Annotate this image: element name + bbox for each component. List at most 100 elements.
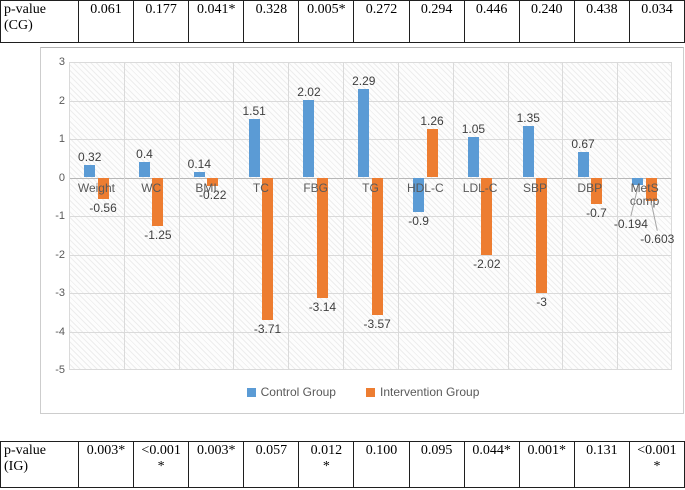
gridline-x — [453, 62, 454, 370]
bar-intervention-group-tg — [371, 177, 383, 315]
p-value-ig-cell: <0.001 * — [629, 442, 685, 488]
data-label: -3.57 — [363, 316, 391, 331]
data-label: 0.32 — [78, 150, 102, 165]
data-label: 2.29 — [352, 74, 376, 89]
p-value-cg-cell: 0.041* — [189, 1, 245, 43]
gridline-y-1 — [69, 139, 672, 140]
gridline-y-2 — [69, 101, 672, 102]
gridline-y--1 — [69, 216, 672, 217]
data-label: 1.51 — [242, 104, 266, 119]
data-label: 2.02 — [297, 84, 321, 99]
gridline-y--4 — [69, 332, 672, 333]
bar-intervention-group-mets-comp — [645, 177, 657, 201]
p-value-ig-cell: 0.044* — [464, 442, 520, 488]
legend-item-control-group: Control Group — [246, 385, 336, 399]
gridline-x — [288, 62, 289, 370]
bar-control-group-tg — [358, 89, 370, 178]
p-value-cg-cell: 0.240 — [519, 1, 575, 43]
bar-intervention-group-hdl-c — [426, 128, 438, 178]
category-label-tc: TC — [252, 180, 269, 195]
data-label: -0.194 — [613, 216, 648, 231]
legend-swatch-icon — [246, 387, 256, 397]
category-label-fbg: FBG — [303, 180, 328, 195]
gridline-y--2 — [69, 255, 672, 256]
data-label: -1.25 — [144, 227, 172, 242]
bar-control-group-wc — [139, 162, 151, 178]
p-value-cg-cell: 0.034 — [629, 1, 685, 43]
category-label-wc: WC — [141, 180, 162, 195]
data-label: 1.05 — [461, 122, 486, 137]
category-label-hdl-c: HDL-C — [406, 180, 444, 195]
p-value-ig-cell: 0.131 — [574, 442, 630, 488]
p-value-ig-header: p-value (IG) — [1, 442, 79, 488]
legend-label: Control Group — [260, 385, 336, 399]
gridline-x — [233, 62, 234, 370]
p-value-cg-cell: 0.005* — [299, 1, 355, 43]
p-value-cg-cell: 0.438 — [574, 1, 630, 43]
data-label: -0.9 — [408, 214, 429, 229]
y-axis-tick: 3 — [58, 56, 65, 68]
y-axis-tick: -5 — [55, 364, 65, 376]
bar-control-group-ldl-c — [467, 137, 479, 178]
p-value-ig-cell: <0.001 * — [134, 442, 190, 488]
bar-intervention-group-tc — [262, 177, 274, 321]
bar-intervention-group-sbp — [536, 177, 548, 293]
bar-control-group-mets-comp — [632, 177, 644, 185]
p-value-ig-table: p-value (IG) 0.003* <0.001 * 0.003* 0.057 0.0… — [0, 441, 685, 488]
p-value-cg-cell: 0.446 — [464, 1, 520, 43]
p-value-ig-cell: 0.003* — [79, 442, 135, 488]
category-label-weight: Weight — [77, 180, 115, 195]
gridline-y--3 — [69, 293, 672, 294]
data-label: -2.02 — [473, 257, 501, 272]
bar-control-group-tc — [248, 119, 260, 178]
data-label: -0.22 — [199, 187, 227, 202]
y-axis-tick: -3 — [55, 287, 65, 299]
legend-item-intervention-group: Intervention Group — [365, 385, 480, 399]
chart-legend: Control Group Intervention Group — [41, 385, 685, 399]
bar-control-group-bmi — [193, 172, 205, 178]
bar-control-group-weight — [84, 165, 96, 178]
bar-control-group-hdl-c — [413, 177, 425, 213]
bar-control-group-dbp — [577, 151, 589, 178]
p-value-cg-table: p-value (CG) 0.061 0.177 0.041* 0.328 0.005* 0… — [0, 0, 685, 43]
p-value-ig-cell: 0.100 — [354, 442, 410, 488]
p-value-cg-header: p-value (CG) — [1, 1, 79, 43]
gridline-y--5 — [69, 369, 672, 370]
p-value-ig-cell: 0.001* — [519, 442, 575, 488]
gridline-x — [617, 62, 618, 370]
category-label-ldl-c: LDL-C — [462, 180, 498, 195]
data-label: 0.14 — [187, 157, 212, 172]
p-value-ig-cell: 0.057 — [244, 442, 300, 488]
legend-swatch-icon — [365, 387, 375, 397]
gridline-x — [124, 62, 125, 370]
bar-intervention-group-fbg — [316, 177, 328, 299]
data-label: 0.4 — [136, 147, 153, 162]
category-label-bmi: BMI — [195, 180, 217, 195]
data-label: 0.67 — [571, 136, 595, 151]
category-label-mets-comp: MetS comp — [629, 180, 660, 208]
gridline-x — [671, 62, 672, 370]
p-value-cg-cell: 0.328 — [244, 1, 300, 43]
data-label: -0.7 — [586, 206, 607, 221]
data-label: 1.26 — [420, 113, 444, 128]
gridline-x — [343, 62, 344, 370]
gridline-x — [398, 62, 399, 370]
bar-intervention-group-bmi — [207, 177, 219, 186]
data-label: 1.35 — [516, 110, 540, 125]
data-label: -3.14 — [308, 300, 337, 315]
legend-label: Intervention Group — [379, 385, 480, 399]
y-axis-tick: -1 — [55, 210, 65, 222]
data-label: -3.71 — [253, 322, 282, 337]
category-label-tg: TG — [362, 180, 379, 195]
bar-intervention-group-dbp — [590, 177, 602, 205]
y-axis-tick: -4 — [55, 325, 65, 338]
bar-intervention-group-ldl-c — [481, 177, 493, 256]
category-label-sbp: SBP — [522, 180, 547, 195]
y-axis-tick: -2 — [55, 248, 65, 261]
data-label: -3 — [536, 295, 547, 309]
bar-control-group-sbp — [522, 125, 534, 178]
p-value-ig-cell: 0.012 * — [299, 442, 355, 488]
p-value-cg-cell: 0.294 — [409, 1, 465, 43]
gridline-x — [179, 62, 180, 370]
bar-intervention-group-wc — [152, 177, 164, 226]
